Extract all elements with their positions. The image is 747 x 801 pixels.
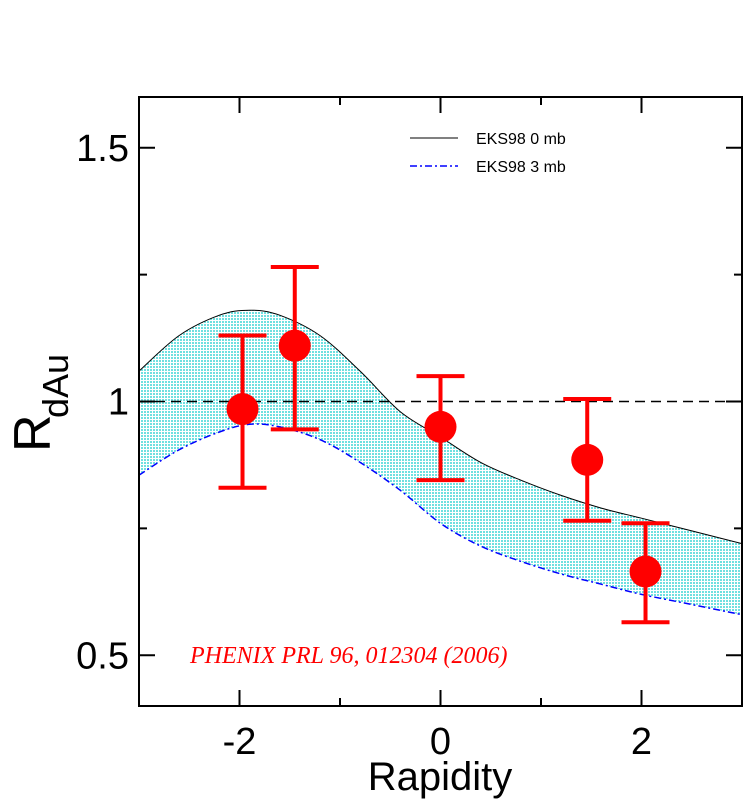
y-axis-label: R dAu bbox=[4, 354, 76, 452]
data-point bbox=[629, 555, 662, 588]
x-tick-label: -2 bbox=[223, 721, 257, 763]
data-point-group bbox=[563, 396, 612, 523]
x-tick-label: 0 bbox=[430, 721, 451, 763]
legend-label-0mb: EKS98 0 mb bbox=[476, 131, 566, 148]
eks98-3mb-curve bbox=[139, 423, 742, 616]
plot-frame bbox=[138, 96, 743, 707]
data-point-group bbox=[416, 374, 465, 483]
y-axis-label-main: R bbox=[4, 414, 62, 452]
y-tick-label: 1.5 bbox=[76, 128, 129, 170]
legend: EKS98 0 mb EKS98 3 mb bbox=[410, 131, 566, 176]
data-point bbox=[571, 443, 604, 476]
data-point-group bbox=[270, 265, 319, 432]
data-point bbox=[226, 393, 259, 426]
legend-label-3mb: EKS98 3 mb bbox=[476, 159, 566, 176]
data-point-group bbox=[621, 521, 670, 625]
data-point bbox=[424, 410, 457, 443]
data-point bbox=[278, 329, 311, 362]
x-tick-label: 2 bbox=[631, 721, 652, 763]
eks98-0mb-curve bbox=[139, 309, 742, 545]
x-axis-label: Rapidity bbox=[368, 755, 513, 799]
y-axis-label-subscript: dAu bbox=[35, 354, 76, 418]
y-tick-label: 1 bbox=[108, 382, 129, 424]
data-points bbox=[218, 265, 670, 625]
axis-tick-labels: -2 0 2 0.5 1 1.5 bbox=[76, 128, 652, 763]
y-tick-label: 0.5 bbox=[76, 635, 129, 677]
data-source-annotation: PHENIX PRL 96, 012304 (2006) bbox=[189, 643, 508, 669]
data-point-group bbox=[218, 333, 267, 490]
